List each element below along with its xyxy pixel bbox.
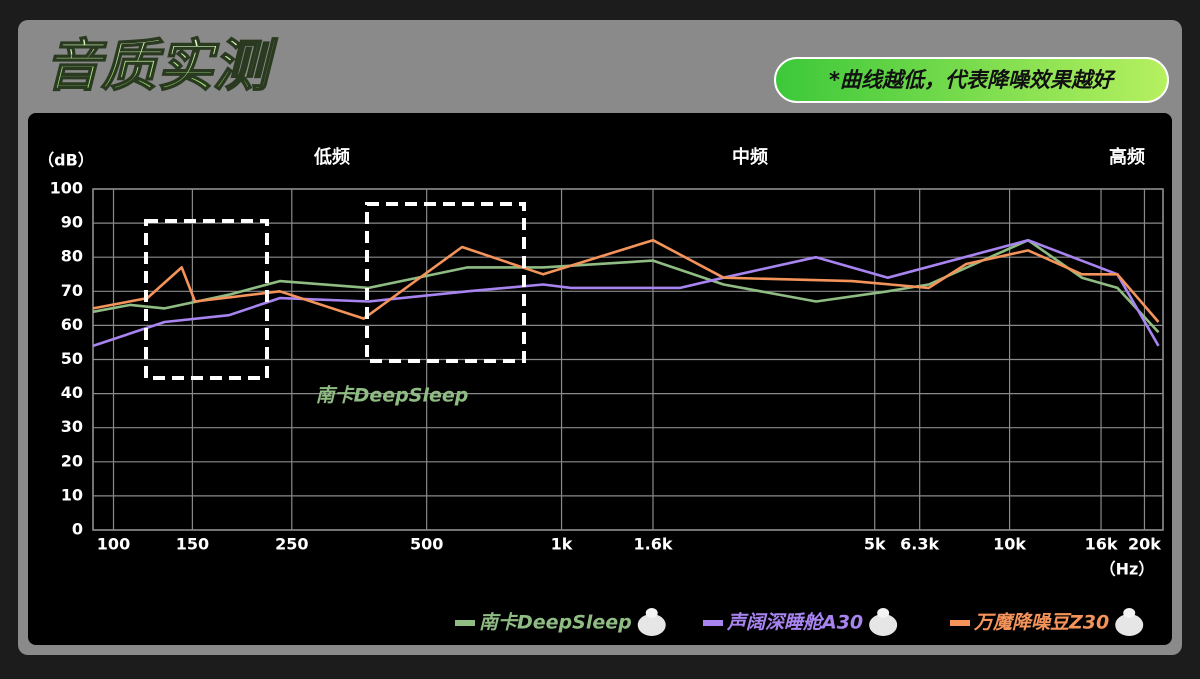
x-tick-label: 250: [275, 535, 308, 554]
legend-swatch: [950, 620, 970, 626]
highlight-box: [365, 202, 526, 363]
x-tick-label: 20k: [1128, 535, 1161, 554]
note: *曲线越低，代表降噪效果越好: [829, 68, 1116, 92]
y-tick-label: 100: [50, 179, 83, 198]
y-tick-label: 0: [72, 520, 83, 539]
earbud-icon: [637, 614, 666, 636]
series-line: [92, 238, 1160, 348]
legend-swatch: [455, 620, 475, 626]
earbud-icon: [869, 614, 898, 636]
x-tick-label: 100: [97, 535, 130, 554]
x-tick-label: 16k: [1085, 535, 1118, 554]
earbud-icon: [1115, 614, 1144, 636]
legend-label: 南卡DeepSleep: [479, 612, 632, 634]
x-tick-label: 5k: [864, 535, 886, 554]
earbud-icon: [877, 608, 890, 618]
earbud-icon: [1123, 608, 1136, 618]
x-tick-label: 500: [410, 535, 443, 554]
x-unit: （Hz）: [1100, 560, 1155, 579]
band-label: 低频: [313, 146, 350, 168]
title: 音质实测: [45, 34, 278, 99]
y-tick-label: 50: [61, 349, 83, 368]
series-line: [92, 238, 1160, 323]
y-tick-label: 30: [61, 417, 83, 436]
note-badge: [774, 57, 1169, 103]
y-tick-label: 70: [61, 281, 83, 300]
y-tick-label: 90: [61, 213, 83, 232]
y-tick-label: 10: [61, 485, 83, 504]
band-label: 高频: [1109, 146, 1145, 168]
x-tick-label: 6.3k: [900, 535, 939, 554]
legend-swatch: [703, 620, 723, 626]
y-tick-label: 60: [61, 315, 83, 334]
y-tick-label: 40: [61, 383, 83, 402]
y-tick-label: 80: [61, 247, 83, 266]
legend-label: 声阔深睡舱A30: [726, 612, 863, 634]
earbud-icon: [645, 608, 658, 618]
y-tick-label: 20: [61, 451, 83, 470]
x-tick-label: 1.6k: [634, 535, 673, 554]
band-label: 中频: [732, 146, 768, 168]
x-tick-label: 1k: [551, 535, 573, 554]
y-unit: （dB）: [38, 151, 94, 170]
x-tick-label: 150: [176, 535, 209, 554]
legend-label: 万魔降噪豆Z30: [973, 612, 1109, 634]
annotation: 南卡DeepSleep: [316, 385, 469, 407]
x-tick-label: 10k: [993, 535, 1026, 554]
highlight-box: [144, 219, 269, 380]
plot-panel: [28, 113, 1172, 645]
